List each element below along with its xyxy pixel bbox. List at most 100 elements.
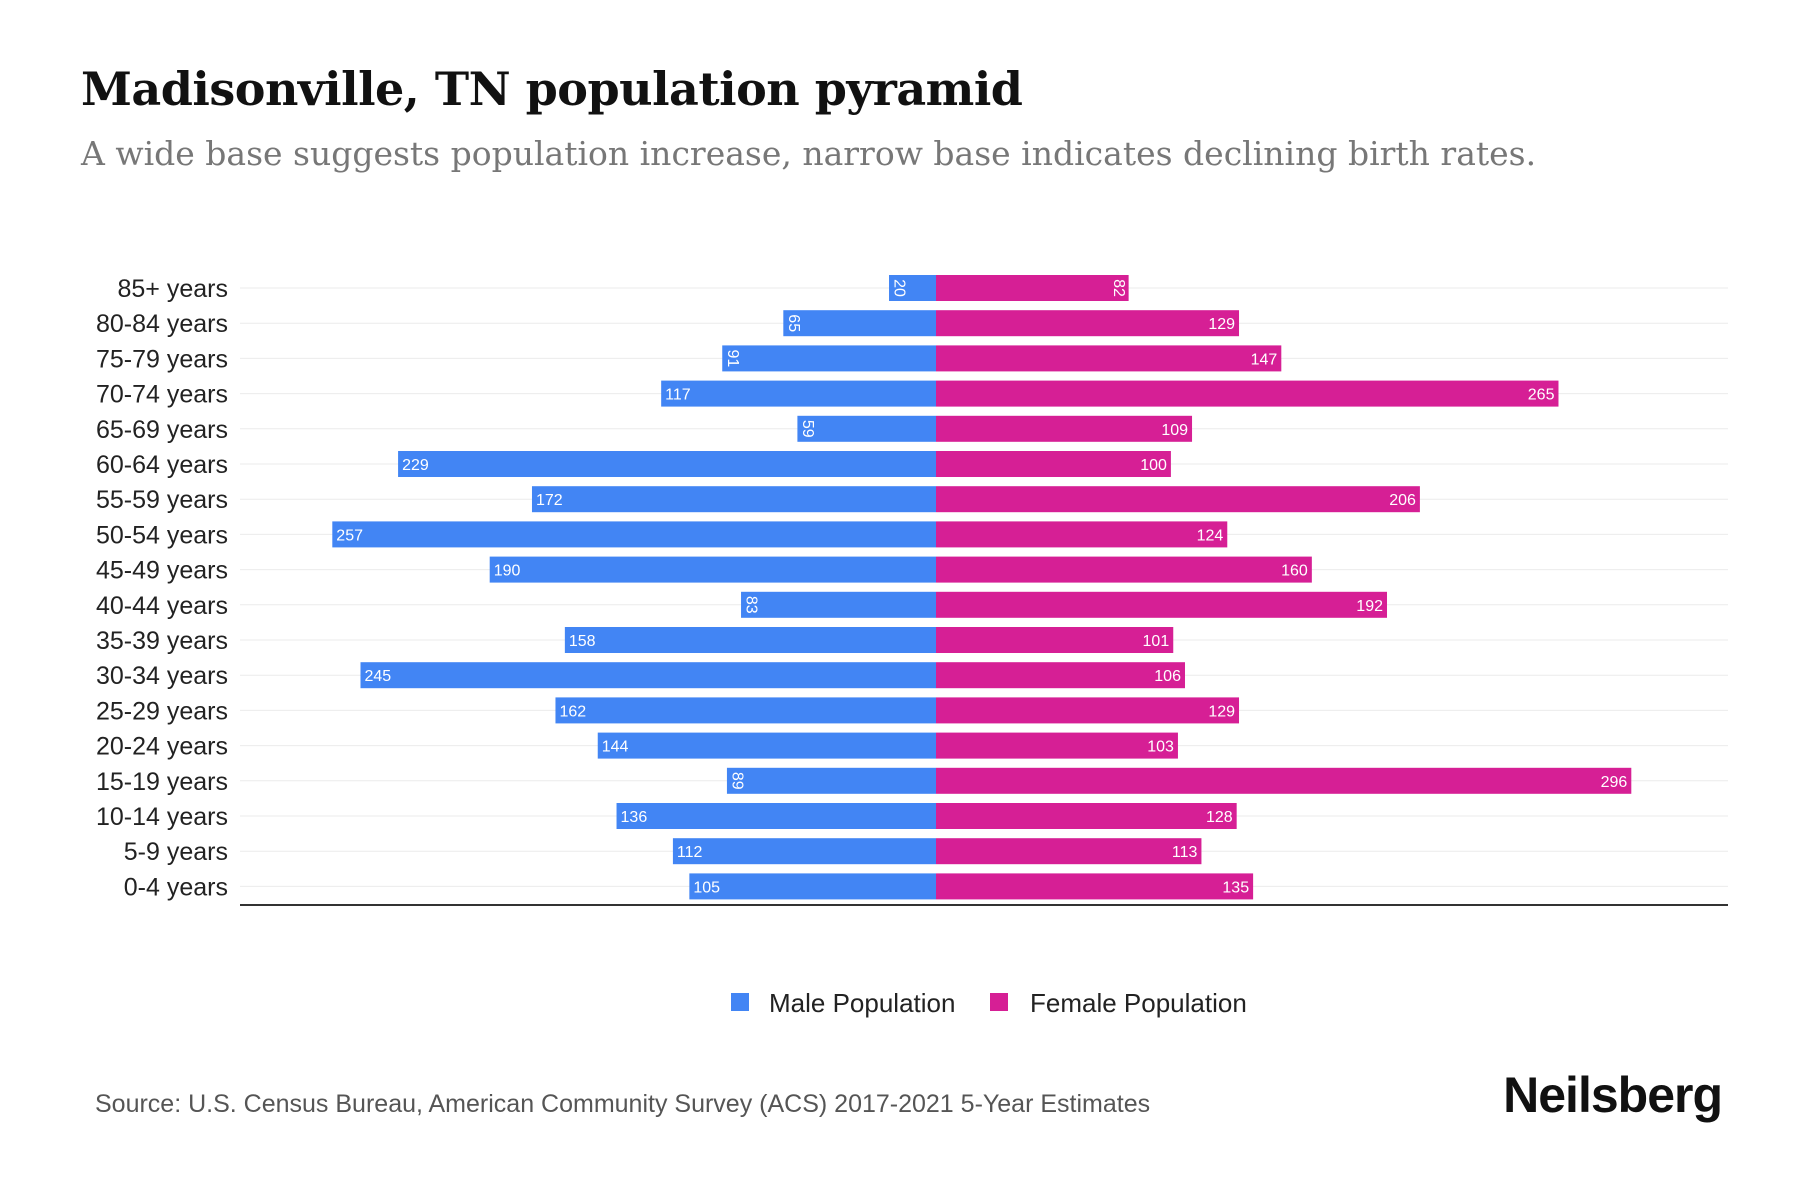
male-value-label: 172 bbox=[536, 492, 563, 509]
male-bar bbox=[722, 345, 936, 372]
male-value-label: 245 bbox=[364, 668, 391, 685]
male-bar bbox=[726, 767, 936, 794]
female-value-label: 124 bbox=[1197, 527, 1224, 544]
male-value-label: 105 bbox=[693, 879, 720, 896]
male-bar bbox=[360, 662, 936, 689]
female-value-label: 135 bbox=[1222, 879, 1249, 896]
female-bar bbox=[936, 275, 1129, 301]
female-value-label: 82 bbox=[1110, 279, 1127, 297]
female-value-label: 100 bbox=[1140, 457, 1167, 474]
female-bar bbox=[936, 662, 1185, 689]
category-label: 45-49 years bbox=[96, 557, 228, 585]
female-bar bbox=[936, 486, 1420, 513]
category-label: 85+ years bbox=[118, 275, 229, 303]
chart-subtitle: A wide base suggests population increase… bbox=[81, 134, 1537, 173]
male-bar bbox=[616, 803, 936, 829]
legend: Male Population Female Population bbox=[731, 988, 1247, 1018]
category-label: 65-69 years bbox=[96, 416, 228, 444]
category-label: 20-24 years bbox=[96, 733, 228, 761]
male-value-label: 144 bbox=[602, 739, 629, 756]
female-bar bbox=[936, 767, 1632, 794]
gridlines bbox=[240, 287, 1728, 887]
category-label: 10-14 years bbox=[96, 803, 228, 831]
female-bar bbox=[936, 415, 1193, 442]
male-bar bbox=[398, 451, 937, 477]
male-bar bbox=[741, 591, 936, 618]
male-bar bbox=[597, 732, 936, 759]
female-value-label: 103 bbox=[1147, 739, 1174, 756]
category-label: 0-4 years bbox=[124, 873, 228, 901]
category-label: 35-39 years bbox=[96, 627, 228, 655]
female-value-label: 296 bbox=[1601, 774, 1628, 791]
male-bar bbox=[889, 275, 936, 301]
female-bar bbox=[936, 627, 1174, 653]
female-bar bbox=[936, 451, 1171, 477]
female-bar bbox=[936, 380, 1559, 407]
male-bar bbox=[783, 310, 936, 337]
female-value-label: 160 bbox=[1281, 563, 1308, 580]
category-label: 70-74 years bbox=[96, 381, 228, 409]
male-value-label: 112 bbox=[677, 844, 703, 861]
legend-male-swatch bbox=[731, 993, 749, 1011]
male-bar bbox=[797, 415, 936, 442]
female-bar bbox=[936, 521, 1228, 548]
chart-title: Madisonville, TN population pyramid bbox=[81, 62, 1023, 116]
category-label: 30-34 years bbox=[96, 662, 228, 690]
male-value-label: 190 bbox=[494, 563, 521, 580]
female-value-label: 106 bbox=[1154, 668, 1181, 685]
female-bar bbox=[936, 838, 1202, 865]
category-label: 15-19 years bbox=[96, 768, 228, 796]
female-bar bbox=[936, 873, 1254, 900]
source-note: Source: U.S. Census Bureau, American Com… bbox=[95, 1090, 1151, 1118]
category-label: 80-84 years bbox=[96, 310, 228, 338]
brand-logo: Neilsberg bbox=[1503, 1067, 1723, 1123]
bars: 20 82 65 129 91 147 117 265 59 109 229 100 172 206 257… bbox=[332, 275, 1632, 900]
category-label: 75-79 years bbox=[96, 345, 228, 373]
male-bar bbox=[661, 380, 936, 407]
female-bar bbox=[936, 310, 1240, 337]
female-value-label: 113 bbox=[1172, 844, 1198, 861]
category-label: 55-59 years bbox=[96, 486, 228, 514]
legend-female-swatch bbox=[990, 993, 1008, 1011]
male-value-label: 229 bbox=[402, 457, 429, 474]
male-value-label: 89 bbox=[728, 772, 745, 790]
female-value-label: 192 bbox=[1356, 598, 1383, 615]
female-value-label: 128 bbox=[1206, 809, 1233, 826]
female-value-label: 101 bbox=[1143, 633, 1170, 650]
male-bar bbox=[689, 873, 936, 900]
male-value-label: 20 bbox=[891, 279, 908, 297]
female-bar bbox=[936, 732, 1178, 759]
male-value-label: 65 bbox=[785, 314, 802, 332]
male-value-label: 158 bbox=[569, 633, 596, 650]
female-bar bbox=[936, 556, 1312, 583]
male-bar bbox=[531, 486, 936, 513]
male-value-label: 136 bbox=[621, 809, 648, 826]
category-label: 60-64 years bbox=[96, 451, 228, 479]
legend-male-label: Male Population bbox=[769, 988, 955, 1018]
male-bar bbox=[332, 521, 936, 548]
male-bar bbox=[489, 556, 936, 583]
female-value-label: 109 bbox=[1161, 422, 1188, 439]
male-value-label: 162 bbox=[559, 703, 586, 720]
legend-female-label: Female Population bbox=[1030, 988, 1247, 1018]
male-value-label: 91 bbox=[724, 350, 741, 368]
male-bar bbox=[555, 697, 936, 724]
female-value-label: 129 bbox=[1208, 316, 1235, 333]
female-bar bbox=[936, 803, 1237, 829]
category-label: 5-9 years bbox=[124, 838, 228, 866]
female-value-label: 265 bbox=[1528, 387, 1555, 404]
female-bar bbox=[936, 345, 1282, 372]
category-label: 40-44 years bbox=[96, 592, 228, 620]
male-bar bbox=[672, 838, 936, 865]
male-value-label: 83 bbox=[743, 596, 760, 614]
female-value-label: 206 bbox=[1389, 492, 1416, 509]
female-value-label: 129 bbox=[1208, 703, 1235, 720]
female-value-label: 147 bbox=[1251, 351, 1278, 368]
male-value-label: 117 bbox=[665, 387, 691, 404]
category-label: 25-29 years bbox=[96, 697, 228, 725]
female-bar bbox=[936, 697, 1240, 724]
female-bar bbox=[936, 591, 1388, 618]
category-labels: 85+ years 80-84 years 75-79 years 70-74 yea… bbox=[96, 275, 228, 901]
male-value-label: 59 bbox=[799, 420, 816, 438]
